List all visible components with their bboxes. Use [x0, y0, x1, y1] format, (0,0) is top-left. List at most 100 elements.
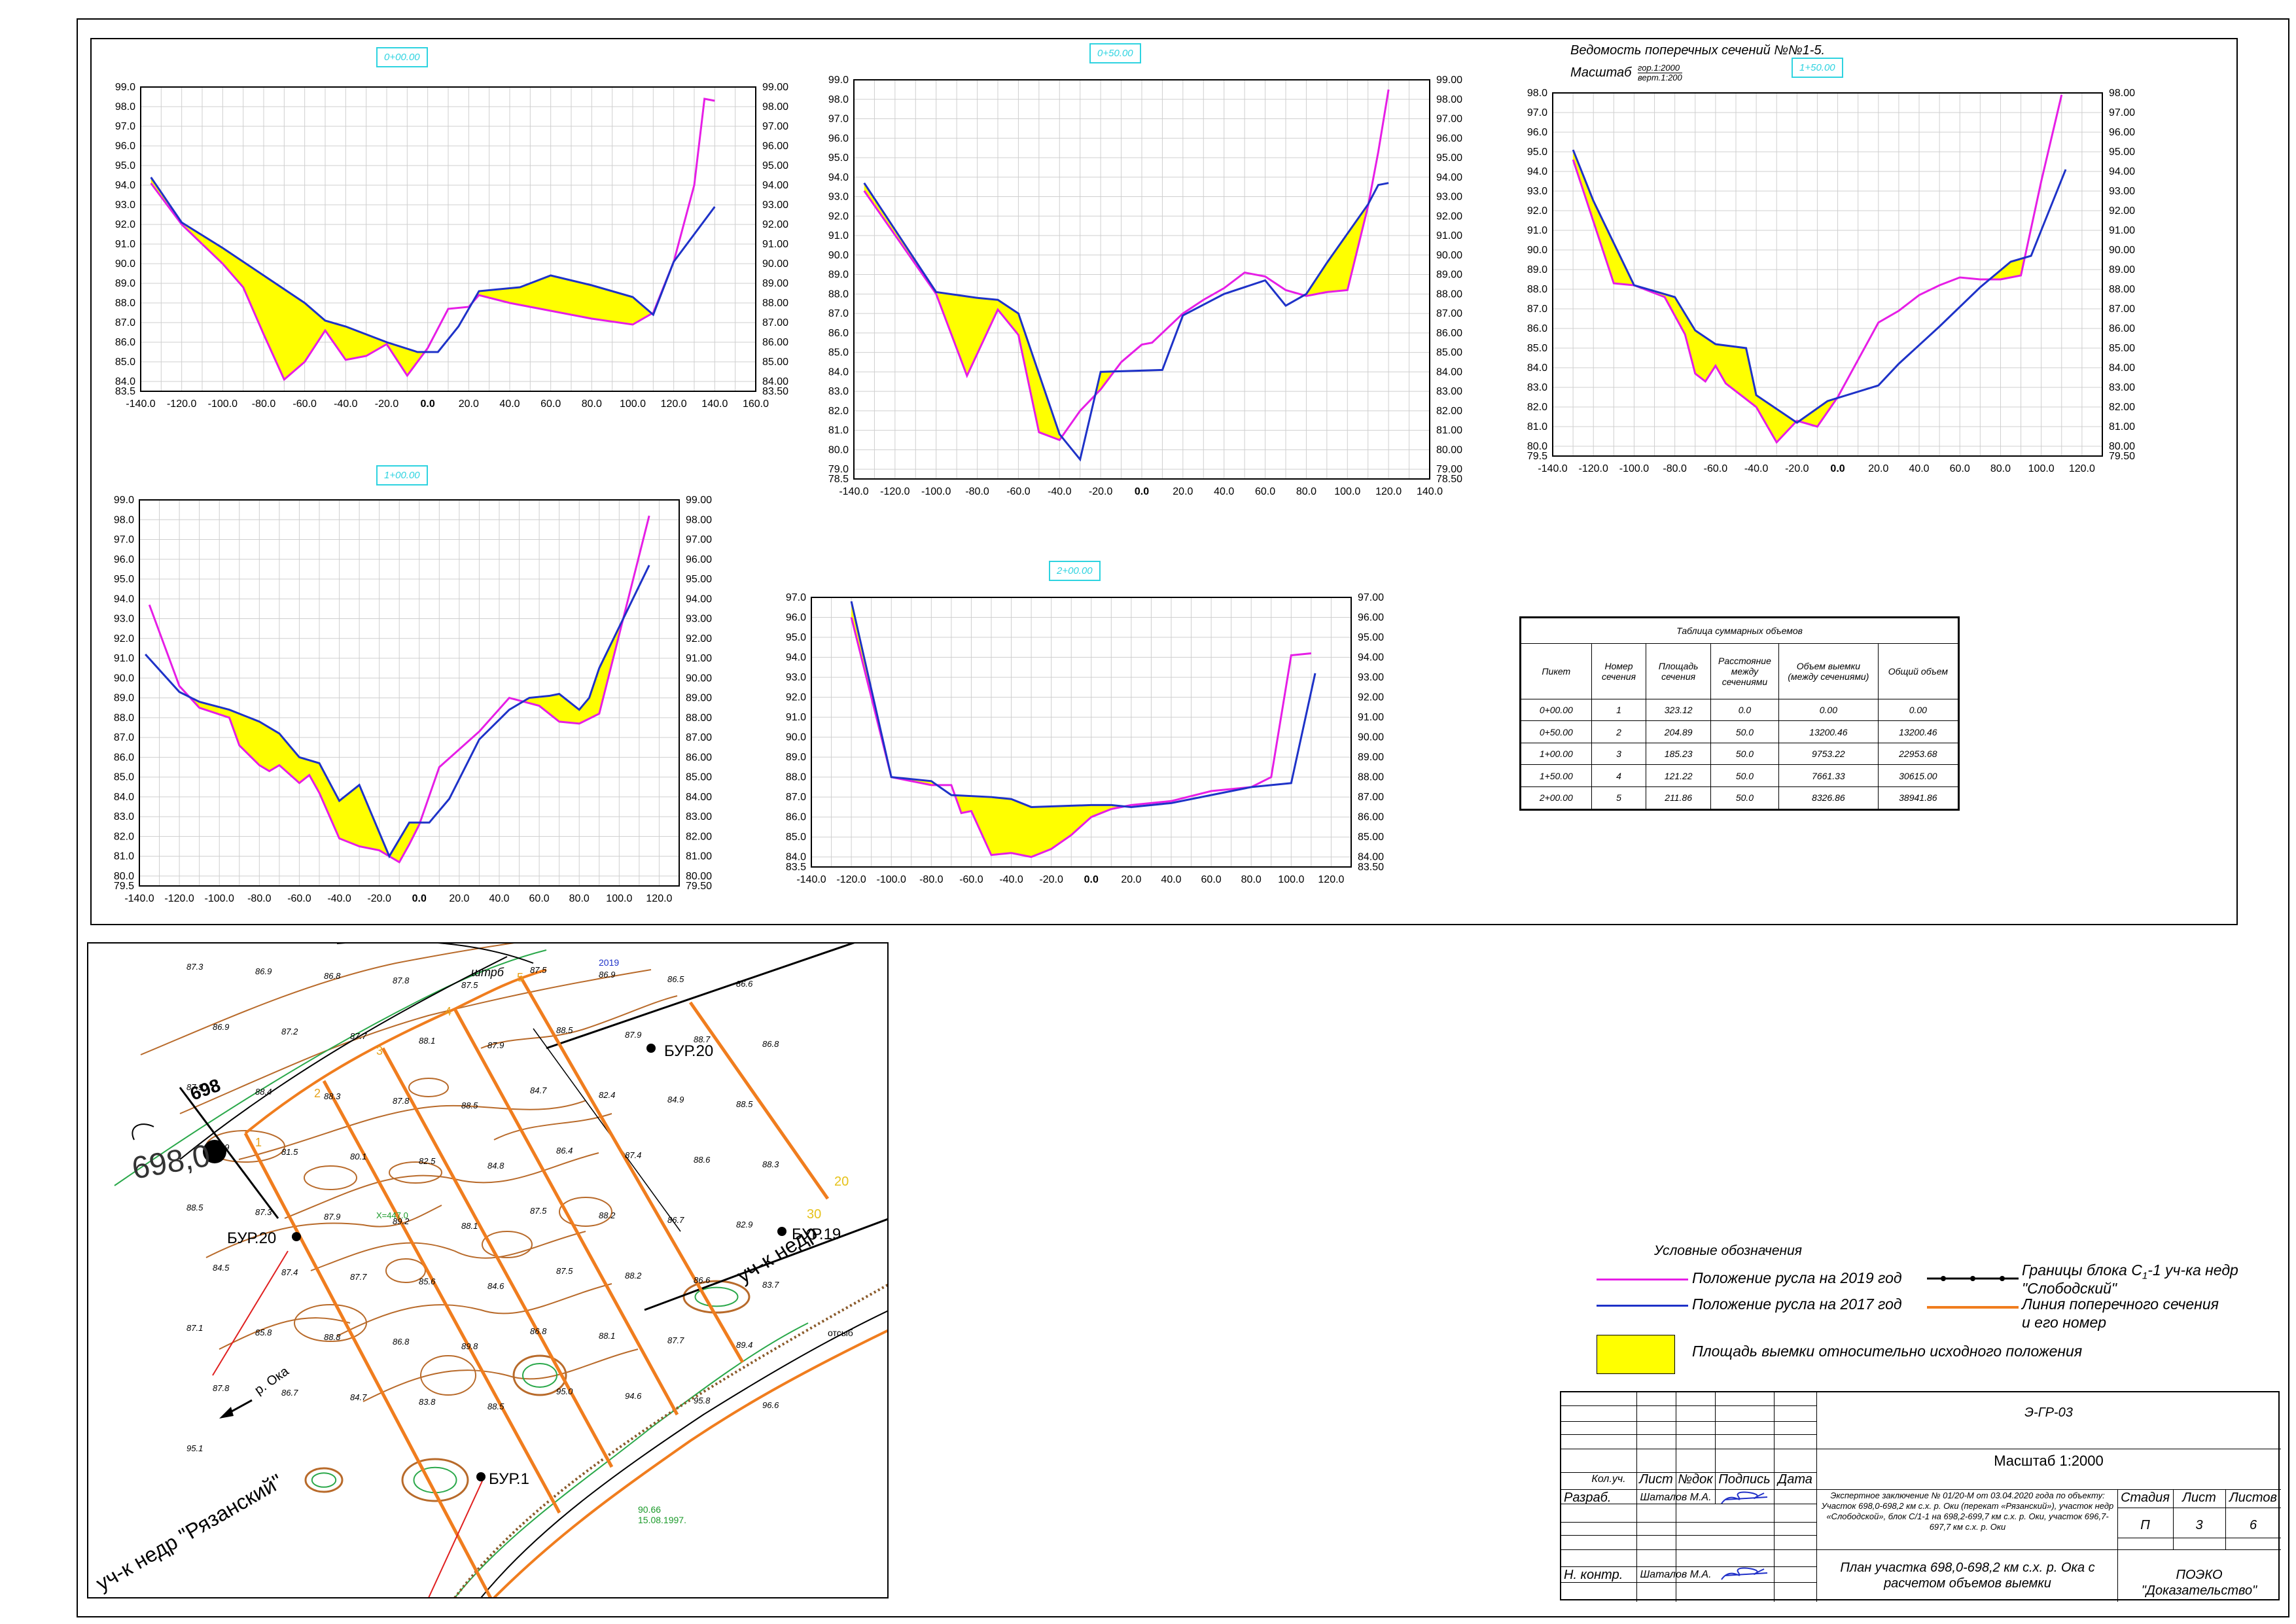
scale-hor: гор.1:2000: [1637, 63, 1682, 73]
x-tick-label: -80.0: [919, 874, 944, 885]
depth-label: 84.8: [487, 1161, 504, 1171]
y-tick-label-right: 84.00: [1436, 366, 1462, 378]
depth-label: 87.2: [281, 1027, 298, 1036]
contour-line: [682, 1280, 751, 1314]
y-tick-label-right: 95.00: [762, 160, 788, 171]
stamp-scale: Масштаб 1:2000: [1994, 1453, 2104, 1469]
y-tick-label-left: 89.0: [114, 693, 134, 704]
depth-label: 86.8: [530, 1326, 547, 1336]
table-cell: 50.0: [1710, 786, 1780, 811]
y-tick-label-right: 92.00: [686, 633, 712, 644]
bank-hatch: [453, 1283, 887, 1597]
y-tick-label-left: 94.0: [114, 593, 134, 605]
borehole-icon: [476, 1472, 486, 1481]
y-tick-label-left: 83.0: [828, 386, 849, 397]
y-tick-label-left: 98.0: [114, 514, 134, 525]
y-tick-label-left: 82.0: [1527, 402, 1547, 413]
name-normcontrol: Шаталов М.А.: [1640, 1569, 1712, 1580]
y-tick-label-left: 87.0: [114, 732, 134, 743]
excavation-area: [150, 177, 425, 380]
y-tick-label-left: 99.0: [828, 75, 849, 86]
red-reference-line: [428, 1476, 485, 1597]
expert-text: Экспертное заключение № 01/20-М от 03.04…: [1821, 1491, 2114, 1532]
x-tick-label: -20.0: [375, 398, 399, 410]
y-tick-label-left: 95.0: [786, 632, 806, 643]
excavation-area: [864, 183, 1061, 440]
y-tick-label-left: 87.0: [1527, 304, 1547, 315]
section-title: 1+50.00: [1792, 58, 1843, 78]
table-cell: 13200.46: [1877, 720, 1960, 743]
y-tick-label-right: 96.00: [2109, 127, 2135, 138]
depth-label: 88.7: [694, 1034, 711, 1044]
block-border: [546, 944, 855, 1050]
y-tick-label-left: 87.0: [115, 317, 135, 328]
sheet-frame: [77, 18, 2289, 1617]
subsoil-area-label: уч-к недр "Рязанский": [92, 1470, 287, 1595]
block-border-side: [533, 1028, 681, 1232]
table-cell: 1+50.00: [1520, 764, 1592, 787]
y-tick-label-right: 90.00: [1358, 732, 1384, 743]
y-tick-label-right: 96.00: [686, 554, 712, 565]
shoreline-green: [114, 949, 547, 1186]
y-tick-label-right: 93.00: [762, 200, 788, 211]
table-cell: 185.23: [1646, 742, 1711, 766]
depth-label: 84.6: [487, 1281, 504, 1291]
y-tick-label-left: 81.0: [1527, 421, 1547, 432]
y-tick-label-right: 93.00: [686, 614, 712, 625]
legend-block-border-label: Границы блока С1-1 уч-ка недр: [2022, 1262, 2238, 1282]
map-label: БУР.20: [227, 1229, 276, 1247]
y-tick-label-right: 96.00: [1358, 612, 1384, 624]
y-tick-label-right: 94.00: [1358, 652, 1384, 663]
y-tick-label-right: 92.00: [762, 219, 788, 230]
chart-canvas: 98.0 98.00 97.0 97.00 96.0 96.00 95.0 95.00 94.0…: [1527, 88, 2135, 474]
org-name-line1: ПОЭКО: [2176, 1568, 2223, 1582]
depth-label: 87.4: [625, 1150, 641, 1160]
section-chart-2-00: 2+00.00 97.0 97.00 96.0 96.00 95.0 95.00 94.0 94…: [786, 561, 1384, 885]
scale-fraction: гор.1:2000 верт.1:200: [1637, 63, 1682, 82]
x-tick-label: -40.0: [334, 398, 358, 410]
depth-label: 86.8: [393, 1337, 410, 1347]
depth-label: 87.5: [556, 1266, 573, 1276]
y-tick-label-right: 99.00: [1436, 75, 1462, 86]
sheets-header: Листов: [2229, 1491, 2277, 1505]
y-tick-label-left: 86.0: [114, 752, 134, 763]
y-tick-label-right: 91.00: [1436, 230, 1462, 241]
col-kol-uch: Кол.уч.: [1591, 1474, 1626, 1485]
contour-line: [179, 969, 652, 1114]
contour-line: [480, 995, 678, 1049]
y-tick-label-right: 81.00: [686, 851, 712, 862]
y-tick-label-left: 80.0: [1527, 441, 1547, 452]
y-tick-label-left: 91.0: [114, 653, 134, 664]
x-tick-label: 60.0: [1201, 874, 1222, 885]
y-tick-label-right: 86.00: [1436, 328, 1462, 339]
x-tick-label: -120.0: [836, 874, 866, 885]
depth-label: 88.5: [556, 1025, 573, 1035]
y-tick-label-left: 78.5: [828, 474, 849, 485]
y-tick-label-left: 83.0: [114, 811, 134, 822]
y-tick-label-right: 84.00: [1358, 852, 1384, 863]
table-cell: 22953.68: [1877, 742, 1960, 766]
contour-line: [310, 1231, 586, 1271]
excavation-area: [524, 622, 622, 724]
km-big-label: 698,0: [130, 1139, 213, 1186]
section-number-label: 3: [376, 1044, 383, 1057]
table-cell: 0.0: [1710, 698, 1780, 722]
table-cell: 323.12: [1646, 698, 1711, 722]
y-tick-label-left: 85.0: [114, 772, 134, 783]
depth-label: 86.6: [694, 1275, 711, 1285]
y-tick-label-right: 86.00: [1358, 812, 1384, 823]
y-tick-label-left: 88.0: [1527, 284, 1547, 295]
section-number-label: 1: [255, 1136, 262, 1149]
y-tick-label-left: 89.0: [828, 270, 849, 281]
depth-label: 95.1: [186, 1443, 203, 1453]
legend-2019-label: Положение русла на 2019 год: [1692, 1269, 1902, 1286]
depth-label: 87.3: [255, 1207, 272, 1217]
y-tick-label-right: 83.00: [686, 811, 712, 822]
org-name-line2: "Доказательство": [2141, 1583, 2257, 1598]
legend-section-number-label: и его номер: [2022, 1314, 2107, 1331]
x-tick-label: -120.0: [164, 893, 194, 904]
section-line: [381, 1047, 614, 1468]
x-tick-label: 80.0: [582, 398, 602, 410]
x-tick-label: 60.0: [540, 398, 561, 410]
depth-label: 87.8: [213, 1383, 230, 1393]
